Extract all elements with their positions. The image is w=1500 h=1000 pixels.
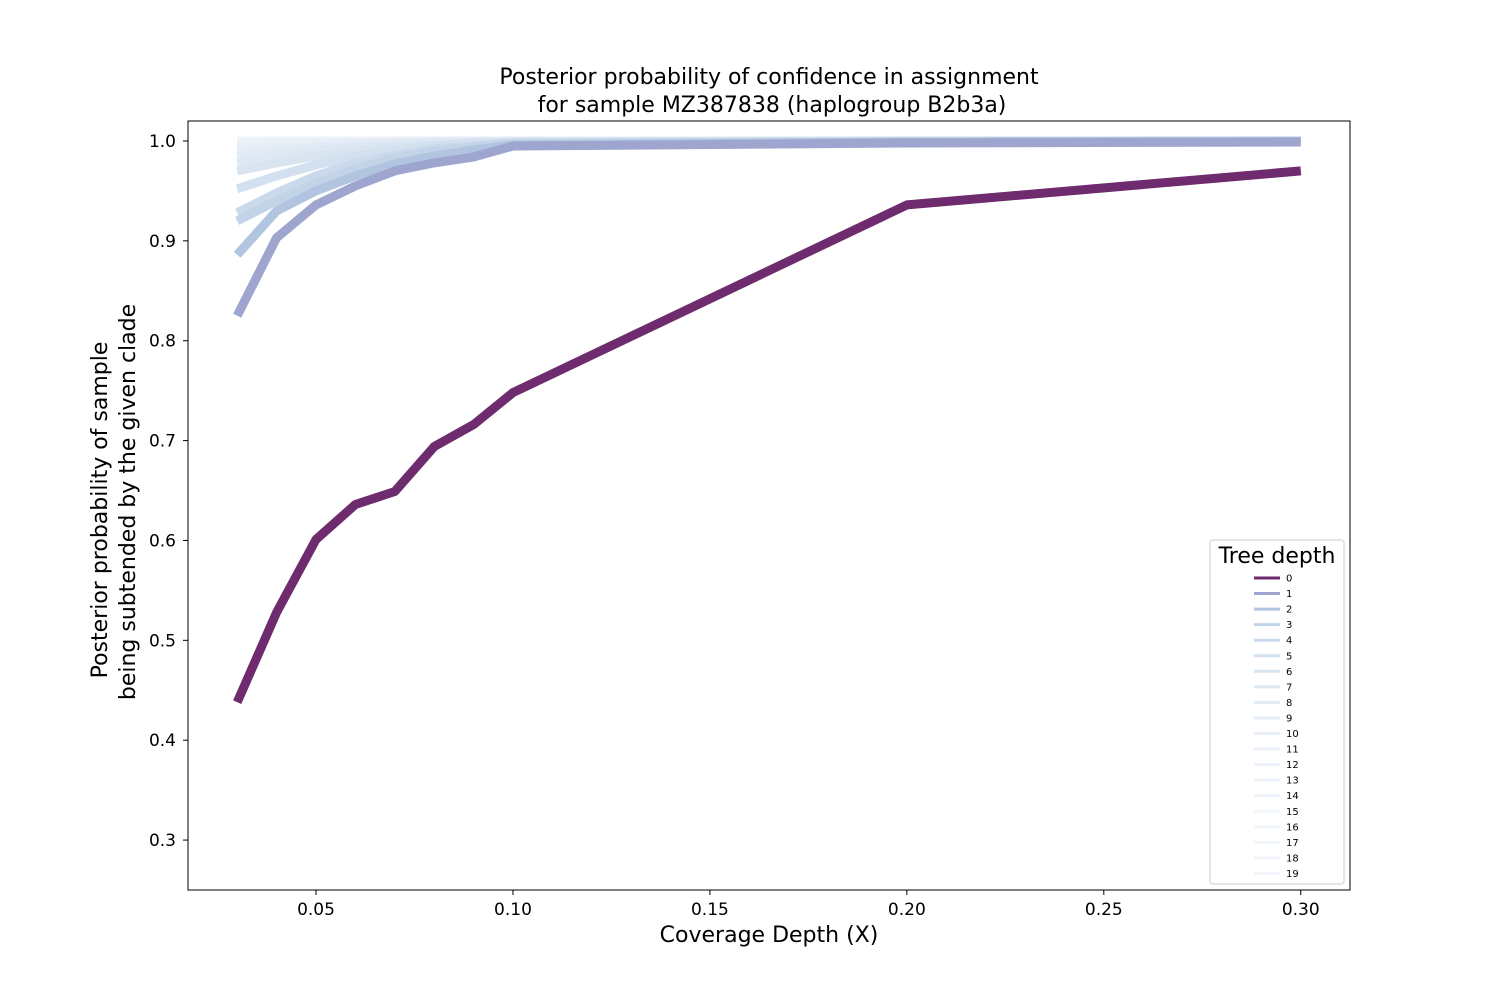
legend-label-depth-4: 4 [1286,636,1292,647]
y-axis-ticks: 0.3 0.4 0.5 0.6 0.7 0.8 0.9 1.0 [149,132,188,851]
legend-label-depth-11: 11 [1286,745,1299,756]
legend-label-depth-1: 1 [1286,589,1292,600]
x-tick-label: 0.15 [691,900,729,920]
legend-label-depth-6: 6 [1286,667,1292,678]
series-line-depth-0 [233,166,1302,705]
x-tick-label: 0.30 [1282,900,1320,920]
y-tick-label: 0.7 [149,432,176,452]
legend-label-depth-13: 13 [1286,776,1299,787]
legend-label-depth-12: 12 [1286,760,1299,771]
y-tick-label: 1.0 [149,132,176,152]
x-tick-label: 0.25 [1085,900,1123,920]
y-tick-label: 0.8 [149,332,176,352]
legend-label-depth-10: 10 [1286,729,1299,740]
y-tick-label: 0.9 [149,232,176,252]
x-axis-ticks: 0.05 0.10 0.15 0.20 0.25 0.30 [297,890,1320,920]
legend-label-depth-15: 15 [1286,807,1299,818]
legend-label-depth-0: 0 [1286,574,1292,585]
plot-area-frame [187,120,1351,891]
legend-label-depth-14: 14 [1286,791,1299,802]
chart-title-line-2: for sample MZ387838 (haplogroup B2b3a) [538,93,1007,118]
legend-label-depth-8: 8 [1286,698,1292,709]
legend-label-depth-19: 19 [1286,869,1299,880]
legend-title: Tree depth [1218,544,1336,569]
legend-label-depth-16: 16 [1286,822,1299,833]
chart-title-line-1: Posterior probability of confidence in a… [499,65,1039,90]
legend-label-depth-3: 3 [1286,620,1292,631]
series-layer [233,136,1302,705]
series-line-depth-1 [233,137,1301,318]
y-axis-label-line-2: being subtended by the given clade [116,304,141,700]
x-tick-label: 0.20 [888,900,926,920]
legend-label-depth-7: 7 [1286,682,1292,693]
legend-label-depth-2: 2 [1286,605,1292,616]
legend-frame [1209,539,1345,885]
legend-label-depth-5: 5 [1286,651,1292,662]
x-tick-label: 0.10 [494,900,532,920]
series-line-depth-4 [235,136,1301,217]
x-axis-label: Coverage Depth (X) [660,923,879,948]
y-tick-label: 0.6 [149,531,176,551]
y-tick-label: 0.4 [149,731,176,751]
y-axis-label-line-1: Posterior probability of sample [88,342,113,679]
legend-label-depth-17: 17 [1286,838,1299,849]
legend-label-depth-18: 18 [1286,853,1299,864]
legend: Tree depth 01234567891011121314151617181… [1209,539,1345,885]
y-tick-label: 0.3 [149,831,176,851]
y-tick-label: 0.5 [149,631,176,651]
x-tick-label: 0.05 [297,900,335,920]
legend-label-depth-9: 9 [1286,713,1292,724]
